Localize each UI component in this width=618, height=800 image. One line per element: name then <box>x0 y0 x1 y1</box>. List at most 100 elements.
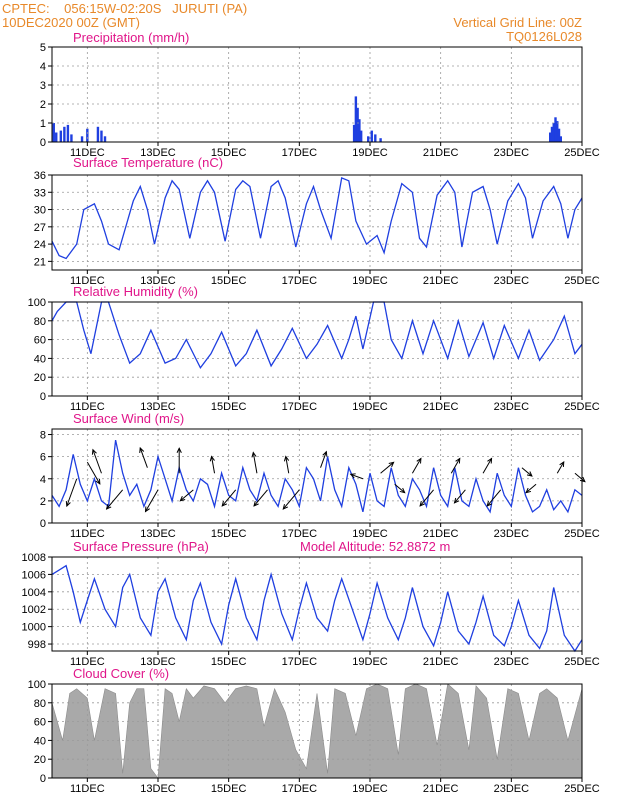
y-tick-label: 2 <box>40 99 46 111</box>
y-tick-label: 21 <box>34 256 46 268</box>
wind-arrow-head <box>209 455 215 462</box>
wind-arrow-shaft <box>211 456 216 474</box>
x-tick-label: 21DEC <box>423 275 459 287</box>
x-tick-label: 21DEC <box>423 528 459 540</box>
wind-arrow-head <box>322 450 328 457</box>
precip-bar <box>80 136 84 142</box>
wind-arrow-shaft <box>179 489 194 502</box>
y-tick-label: 100 <box>28 679 46 691</box>
x-tick-label: 21DEC <box>423 401 459 413</box>
y-tick-label: 0 <box>40 137 46 149</box>
x-tick-label: 15DEC <box>211 275 247 287</box>
x-tick-label: 17DEC <box>282 275 318 287</box>
panel-background <box>52 302 582 396</box>
wind-arrow-head <box>525 487 532 494</box>
x-tick-label: 13DEC <box>140 528 176 540</box>
x-tick-label: 15DEC <box>211 401 247 413</box>
x-tick-label: 11DEC <box>70 783 105 795</box>
x-tick-label: 19DEC <box>352 783 388 795</box>
y-tick-label: 60 <box>34 335 46 347</box>
wind-arrow-shaft <box>482 458 492 474</box>
x-tick-label: 21DEC <box>423 783 459 795</box>
x-tick-label: 19DEC <box>352 147 388 159</box>
y-tick-label: 27 <box>34 222 46 234</box>
panel-2: 0 20 40 60 80 100 11DEC 13DEC 15DEC 17DEC 19DEC 21D… <box>28 284 600 413</box>
x-tick-label: 13DEC <box>140 656 176 668</box>
y-tick-label: 0 <box>40 391 46 403</box>
x-tick-label: 11DEC <box>70 401 105 413</box>
wind-arrow-head <box>283 455 290 462</box>
y-tick-label: 1 <box>40 118 46 130</box>
wind-arrow-head <box>349 473 356 479</box>
panel-background <box>52 557 582 651</box>
wind-arrow <box>65 478 78 508</box>
panel-title: Precipitation (mm/h) <box>73 30 189 45</box>
wind-arrow-head <box>179 495 186 502</box>
y-tick-label: 0 <box>40 773 46 785</box>
wind-arrow <box>91 448 102 474</box>
y-tick-label: 4 <box>40 61 46 73</box>
wind-arrow-shaft <box>574 472 586 482</box>
wind-arrow <box>144 489 159 513</box>
panel-annotation: Model Altitude: 52.8872 m <box>300 539 450 554</box>
wind-arrow-shaft <box>285 456 290 474</box>
x-tick-label: 25DEC <box>564 401 600 413</box>
wind-arrow <box>253 489 268 507</box>
x-tick-label: 15DEC <box>211 656 247 668</box>
wind-arrow <box>525 483 537 494</box>
wind-arrow-head <box>419 500 425 507</box>
wind-arrow <box>251 451 258 474</box>
x-tick-label: 19DEC <box>352 275 388 287</box>
y-tick-label: 40 <box>34 353 46 365</box>
wind-arrow-head <box>105 504 112 510</box>
x-tick-label: 23DEC <box>494 528 530 540</box>
wind-arrow-head <box>559 460 565 467</box>
x-tick-label: 11DEC <box>70 528 105 540</box>
x-tick-label: 25DEC <box>564 147 600 159</box>
x-tick-label: 17DEC <box>282 401 318 413</box>
x-tick-label: 17DEC <box>282 147 318 159</box>
x-tick-label: 11DEC <box>70 656 105 668</box>
panel-title: Surface Pressure (hPa) <box>73 539 209 554</box>
wind-arrow-shaft <box>521 467 533 477</box>
wind-arrow-shaft <box>106 489 124 510</box>
wind-arrow-shaft <box>411 458 422 474</box>
panel-0: 0 1 2 3 4 5 11DEC 13DEC 15DEC 17DEC 19DEC 21DEC 23DE… <box>40 30 600 159</box>
precip-bar <box>550 126 554 142</box>
panel-frame <box>51 46 583 143</box>
y-tick-label: 1008 <box>22 552 46 564</box>
wind-arrow <box>221 489 237 507</box>
series-line <box>51 301 583 370</box>
wind-arrow <box>283 455 290 474</box>
y-tick-label: 2 <box>40 496 46 508</box>
x-tick-label: 17DEC <box>282 656 318 668</box>
wind-arrow <box>86 461 101 485</box>
wind-arrow-shaft <box>66 478 78 507</box>
x-tick-label: 25DEC <box>564 275 600 287</box>
wind-arrow <box>209 455 216 474</box>
cloud-cover-area <box>51 683 583 779</box>
wind-arrow-shaft <box>92 449 102 474</box>
y-tick-label: 4 <box>40 474 46 486</box>
wind-arrow-shaft <box>350 473 364 480</box>
precip-bar <box>52 123 55 142</box>
x-tick-label: 13DEC <box>140 401 176 413</box>
wind-arrow-head <box>455 457 461 464</box>
panel-background <box>52 429 582 523</box>
panel-1: 21 24 27 30 33 36 11DEC 13DEC 15DEC 17DEC 19DEC 21D… <box>34 155 600 287</box>
panel-title: Cloud Cover (%) <box>73 666 169 681</box>
panel-frame <box>51 301 583 397</box>
wind-arrow-head <box>253 500 259 507</box>
y-tick-label: 998 <box>28 639 46 651</box>
precip-bar <box>367 136 370 142</box>
precip-bar <box>86 128 89 142</box>
precip-bar <box>63 126 66 142</box>
wind-arrow-shaft <box>282 489 300 510</box>
x-tick-label: 23DEC <box>494 401 530 413</box>
wind-arrow <box>179 489 194 502</box>
wind-arrow-head <box>91 448 97 455</box>
wind-arrow-head <box>388 461 395 468</box>
panels: 0 1 2 3 4 5 11DEC 13DEC 15DEC 17DEC 19DEC 21DEC 23DE… <box>22 30 600 795</box>
wind-arrow-head <box>416 457 422 464</box>
precip-bar <box>559 136 562 142</box>
